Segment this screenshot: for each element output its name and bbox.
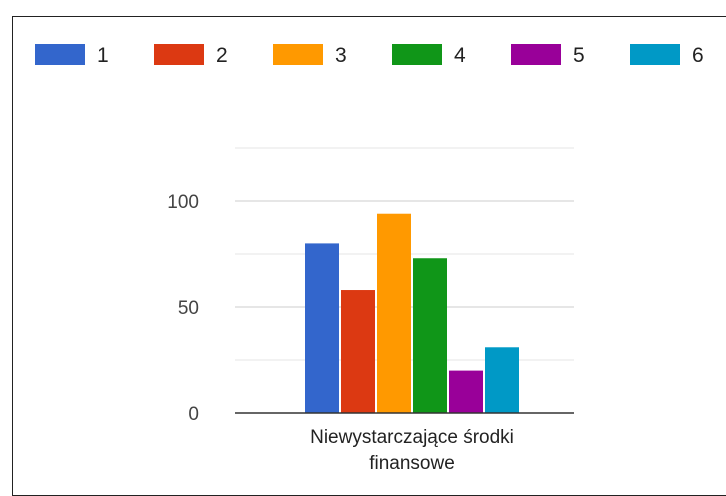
- legend-swatch-1: [35, 44, 85, 65]
- chart-frame: [12, 16, 726, 496]
- legend-label-6: 6: [692, 44, 704, 67]
- legend-label-2: 2: [216, 44, 228, 67]
- bar-series-3: [377, 213, 411, 413]
- bar-chart: 1 2 3 4 5 6 0 50 100 Niewystarczające środki fi…: [35, 44, 704, 474]
- category-label-line-2: finansowe: [369, 453, 455, 474]
- bars: [305, 213, 519, 413]
- legend-label-1: 1: [97, 44, 109, 67]
- y-tick-label-100: 100: [167, 192, 199, 213]
- bar-series-5: [449, 370, 483, 413]
- legend-label-4: 4: [454, 44, 466, 67]
- y-axis-ticks: 0 50 100: [167, 192, 199, 425]
- bar-series-6: [485, 347, 519, 413]
- bar-series-1: [305, 243, 339, 413]
- legend-label-5: 5: [573, 44, 585, 67]
- category-label-line-1: Niewystarczające środki: [310, 427, 514, 448]
- legend-swatch-6: [630, 44, 680, 65]
- bar-series-4: [413, 258, 447, 413]
- legend-swatch-5: [511, 44, 561, 65]
- legend: 1 2 3 4 5 6: [35, 44, 704, 67]
- legend-swatch-4: [392, 44, 442, 65]
- legend-label-3: 3: [335, 44, 347, 67]
- y-tick-label-0: 0: [188, 404, 199, 425]
- y-tick-label-50: 50: [178, 298, 199, 319]
- legend-swatch-3: [273, 44, 323, 65]
- bar-series-2: [341, 290, 375, 413]
- legend-swatch-2: [154, 44, 204, 65]
